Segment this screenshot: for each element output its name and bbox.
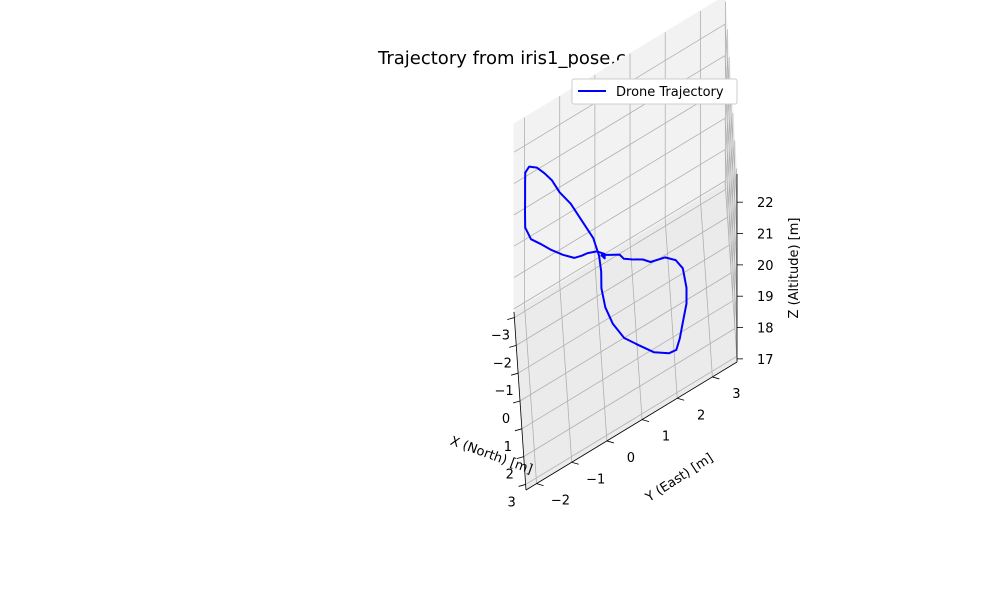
y-tick-mark <box>571 461 579 465</box>
x-gridline-floor <box>523 328 735 457</box>
y-tick-mark <box>712 376 720 380</box>
legend-label-drone-trajectory: Drone Trajectory <box>616 85 724 100</box>
series-line-drone-trajectory <box>524 165 688 355</box>
z-axis-label: Z (Altitude) [m] <box>787 218 802 319</box>
y-gridline-floor <box>594 262 608 441</box>
chart-series-layer <box>524 165 688 355</box>
x-tick-label: 3 <box>507 495 515 510</box>
x-gridline-floor <box>525 356 737 485</box>
legend-frame <box>571 78 738 105</box>
y-gridline-floor <box>559 284 573 463</box>
z-gridline-side <box>724 149 738 328</box>
y-axis-line <box>525 361 738 491</box>
x-tick-label: 2 <box>506 468 514 483</box>
x-tick-label: 0 <box>502 412 510 427</box>
y-tick-label: 1 <box>662 430 670 445</box>
x-gridline-floor <box>514 189 726 318</box>
z-gridline-back <box>513 86 726 216</box>
z-tick-label: 18 <box>757 322 774 337</box>
y-tick-mark <box>641 419 650 422</box>
x-tick-mark <box>512 400 521 404</box>
x-tick-label: −1 <box>495 384 514 399</box>
z-gridline-back <box>513 149 726 278</box>
x-tick-mark <box>514 428 522 432</box>
y-tick-label: −1 <box>586 472 605 487</box>
x-axis-label: X (North) [m] <box>448 434 534 478</box>
z-gridline-side <box>724 118 738 297</box>
z-gridline-side <box>724 180 738 359</box>
z-gridline-back <box>513 55 726 184</box>
y-axis-label: Y (East) [m] <box>642 451 716 506</box>
x-tick-label: 1 <box>504 440 512 455</box>
y-gridline-floor <box>664 220 678 399</box>
z-gridline-back <box>513 117 726 247</box>
y-gridline-floor <box>699 198 713 377</box>
x-tick-label: −3 <box>491 329 510 344</box>
y-gridline-floor <box>629 241 643 420</box>
x-tick-mark <box>518 484 526 487</box>
chart-axes: −3 −2 −1 0 1 2 3 −2 −1 0 1 2 3 17 18 19 20 21 22 <box>491 174 774 510</box>
x-gridline-floor <box>516 217 728 346</box>
z-tick-label: 21 <box>757 228 774 243</box>
z-gridline-side <box>724 86 738 265</box>
y-tick-label: 0 <box>627 451 635 466</box>
x-tick-mark <box>509 344 517 348</box>
chart-legend: Drone Trajectory <box>571 78 738 105</box>
x-tick-mark <box>511 372 519 376</box>
y-tick-mark <box>677 397 685 401</box>
z-gridline-side <box>724 24 738 203</box>
x-gridline-floor <box>517 244 730 374</box>
z-tick-label: 20 <box>757 259 774 274</box>
chart-title: Trajectory from iris1_pose.csv <box>377 48 646 69</box>
y-tick-label: −2 <box>551 494 570 509</box>
z-tick-label: 19 <box>757 290 774 305</box>
y-gridline-floor <box>524 305 537 484</box>
y-tick-label: 3 <box>732 387 740 402</box>
y-tick-mark <box>536 483 544 486</box>
z-tick-label: 17 <box>757 353 774 368</box>
x-gridline-floor <box>521 300 734 430</box>
x-gridline-floor <box>519 272 732 402</box>
x-tick-mark <box>507 317 515 320</box>
z-gridline-back <box>513 180 726 310</box>
x-tick-mark <box>516 456 524 460</box>
x-tick-label: −2 <box>493 356 512 371</box>
y-tick-mark <box>606 440 614 444</box>
z-tick-label: 22 <box>757 196 774 211</box>
y-tick-label: 2 <box>697 408 705 423</box>
